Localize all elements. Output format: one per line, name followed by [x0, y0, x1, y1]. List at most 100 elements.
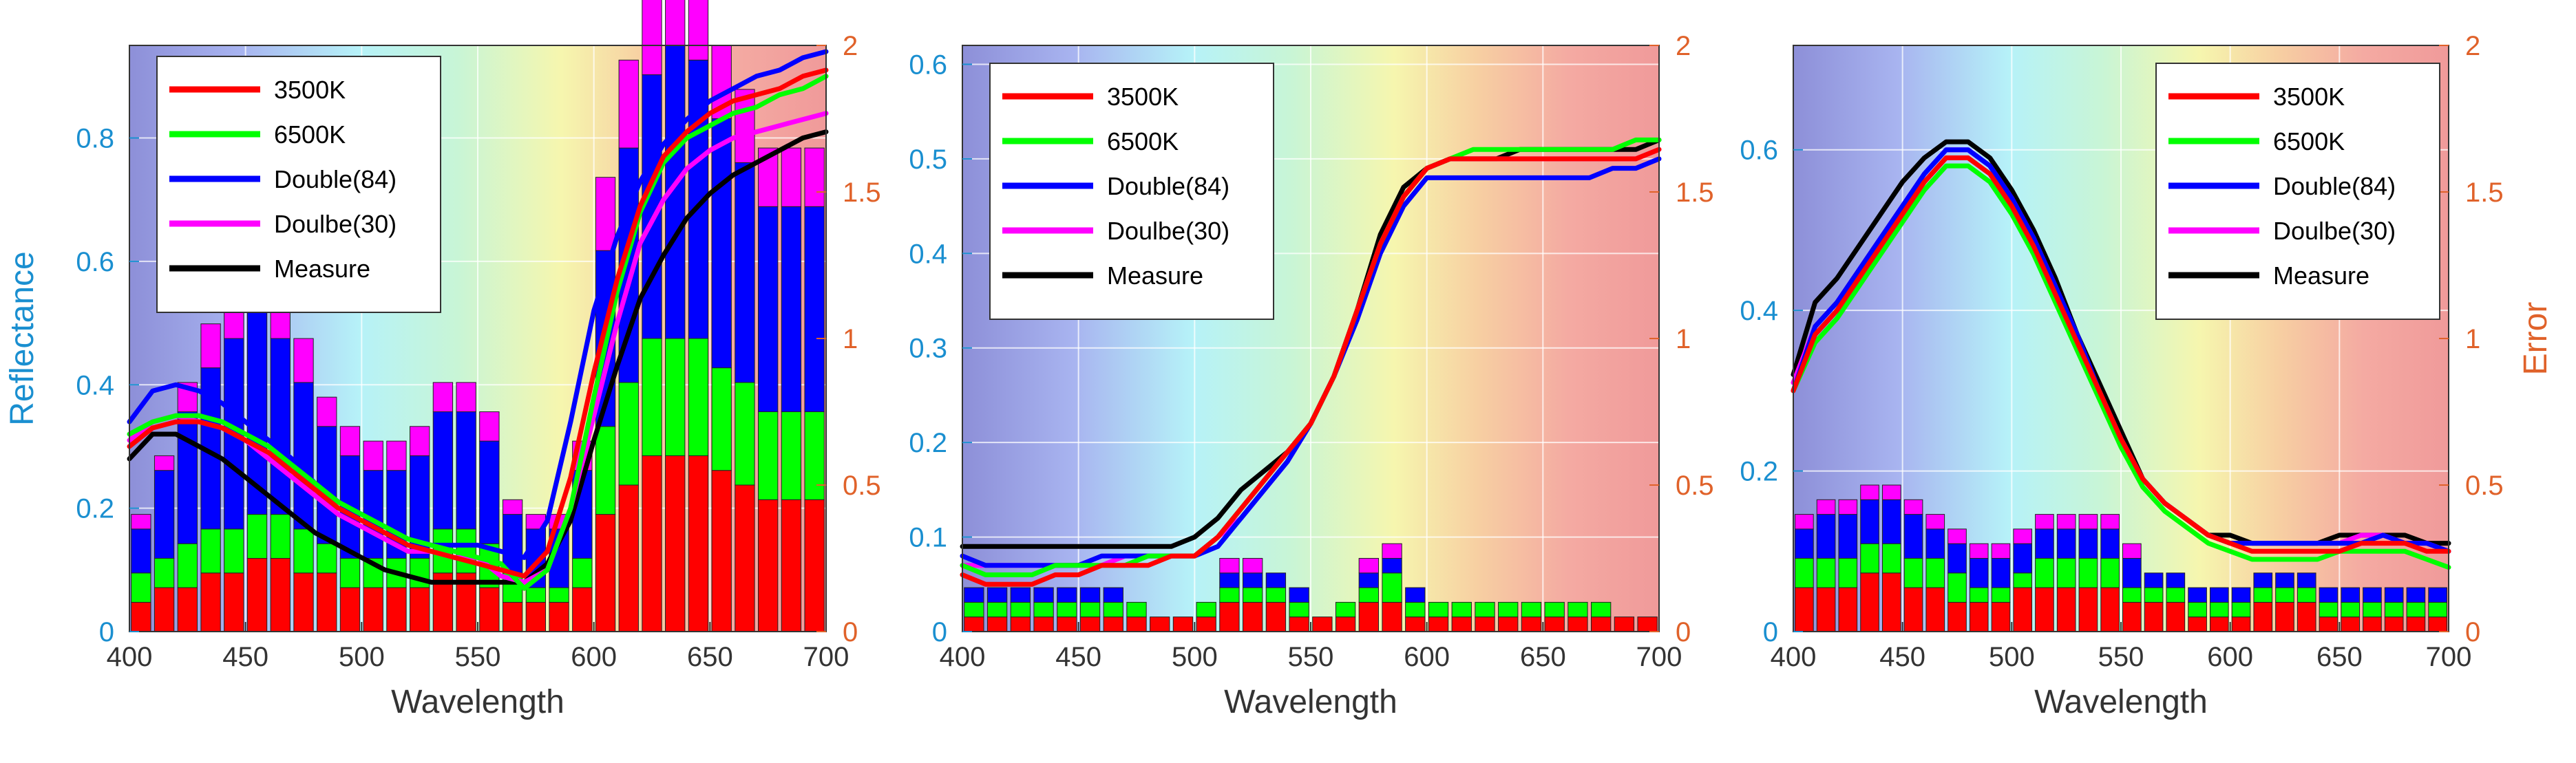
error-bar-segment: [757, 411, 779, 500]
error-bar-segment: [2188, 616, 2207, 632]
error-bar-segment: [1567, 601, 1588, 618]
error-bar-segment: [1969, 543, 1989, 559]
legend-label: Doulbe(30): [274, 210, 397, 238]
error-bar-segment: [502, 601, 523, 632]
x-tick-label: 500: [339, 642, 385, 672]
error-bar-segment: [804, 411, 825, 500]
error-bar-segment: [618, 484, 639, 632]
error-bar-segment: [1838, 499, 1858, 515]
error-bar-segment: [1405, 601, 1426, 618]
y2-tick-label: 1.5: [2465, 178, 2504, 208]
y-tick-label: 0.4: [909, 239, 947, 269]
error-bar-segment: [1265, 587, 1287, 603]
error-bar-segment: [525, 587, 547, 603]
error-bar-segment: [735, 484, 755, 632]
error-bar-segment: [1991, 601, 2011, 632]
x-tick-label: 700: [803, 642, 849, 672]
error-bar-segment: [270, 514, 291, 559]
legend-box: [2155, 63, 2440, 320]
error-bar-segment: [1991, 587, 2011, 603]
error-bar-segment: [2078, 528, 2098, 559]
error-bar-segment: [735, 162, 755, 383]
error-bar-segment: [1382, 543, 1402, 559]
error-bar-segment: [2166, 572, 2186, 588]
error-bar-segment: [2100, 558, 2120, 588]
error-bar-segment: [2056, 587, 2076, 632]
error-bar-segment: [1033, 616, 1054, 632]
error-bar-segment: [2319, 587, 2339, 603]
error-bar-segment: [2275, 572, 2294, 588]
series-line: [127, 129, 829, 585]
error-bar-segment: [1289, 616, 1309, 632]
legend-label: Double(84): [1107, 172, 1229, 200]
error-bar-segment: [2363, 601, 2382, 618]
legend-label: Measure: [274, 255, 370, 283]
y-tick-label: 0.2: [76, 494, 114, 524]
error-bar-segment: [1242, 558, 1263, 574]
y2-tick-label: 2: [843, 31, 858, 61]
error-bar-segment: [1057, 601, 1077, 618]
error-bar-segment: [1903, 558, 1923, 588]
x-tick-label: 500: [1172, 642, 1218, 672]
error-bar-segment: [735, 382, 755, 486]
error-bar-segment: [2341, 601, 2361, 618]
error-bar-segment: [270, 338, 291, 515]
error-bar-segment: [1079, 601, 1101, 618]
y-tick-label: 0.1: [909, 523, 947, 553]
error-bar-segment: [2100, 587, 2120, 632]
error-bar-segment: [1521, 616, 1542, 632]
error-bar-segment: [1405, 616, 1426, 632]
error-bar-segment: [479, 411, 500, 442]
error-bar-segment: [131, 601, 151, 632]
error-bar-segment: [1838, 514, 1858, 559]
error-bar-segment: [1795, 528, 1814, 559]
error-bar-segment: [2035, 528, 2054, 559]
error-bar-segment: [1881, 499, 1901, 544]
x-tick-label: 500: [1989, 642, 2035, 672]
error-bar-segment: [502, 499, 523, 515]
series-lines: [960, 137, 1662, 587]
error-bar-segment: [964, 601, 984, 618]
error-bar-segment: [2209, 601, 2229, 618]
error-bar-segment: [1947, 572, 1967, 603]
error-bar-segment: [1925, 587, 1945, 632]
error-bar-segment: [1838, 558, 1858, 588]
y-tick-label: 0: [1763, 617, 1778, 647]
error-bar-segment: [479, 440, 500, 544]
legend-label: 3500K: [2273, 83, 2345, 111]
error-bar-segment: [2384, 601, 2404, 618]
error-bar-segment: [986, 601, 1008, 618]
error-bar-segment: [317, 543, 337, 574]
error-bar-segment: [2013, 543, 2033, 574]
error-bar-segment: [1405, 587, 1426, 603]
error-bar-segment: [1925, 528, 1945, 559]
error-bar-segment: [432, 411, 454, 530]
error-bar-segment: [1969, 587, 1989, 603]
error-bar-segment: [1312, 616, 1333, 632]
error-bar-segment: [2428, 587, 2447, 603]
error-bar-segment: [781, 206, 802, 412]
error-bar-segment: [665, 0, 686, 46]
x-tick-label: 600: [571, 642, 617, 672]
error-bar-segment: [595, 514, 616, 632]
error-bar-segment: [1881, 543, 1901, 574]
x-tick-label: 600: [2207, 642, 2253, 672]
error-bar-segment: [1010, 587, 1031, 603]
y2-tick-label: 0.5: [2465, 471, 2504, 501]
y-tick-label: 0.4: [1740, 296, 1778, 326]
error-bar-segment: [1242, 601, 1263, 632]
error-bar-segment: [2319, 601, 2339, 618]
error-bar-segment: [293, 528, 314, 574]
error-bar-segment: [986, 587, 1008, 603]
error-bar-segment: [456, 382, 476, 413]
error-bar-segment: [804, 147, 825, 207]
y-tick-label: 0.8: [76, 124, 114, 154]
error-bar-segment: [1265, 601, 1287, 632]
error-bar-segment: [131, 572, 151, 603]
error-bar-segment: [1544, 616, 1565, 632]
error-bar-segment: [1838, 587, 1858, 632]
error-bar-segment: [711, 470, 732, 632]
error-bar-segment: [1451, 616, 1472, 632]
series-line: [1791, 139, 2451, 546]
